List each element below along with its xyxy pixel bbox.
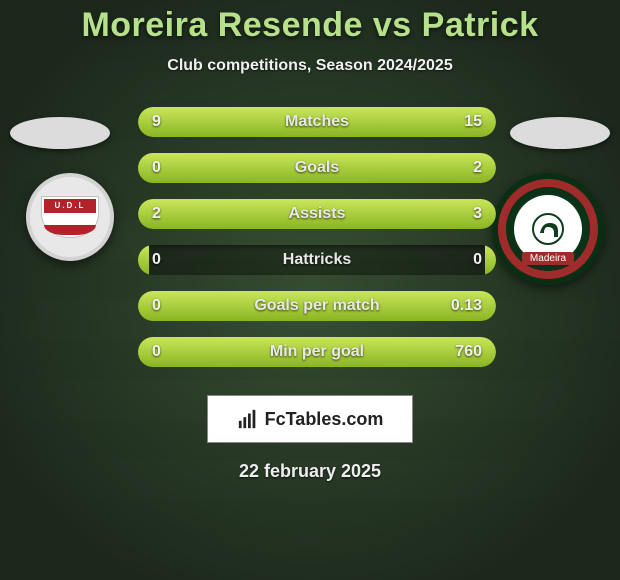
comparison-area: U.D.L Madeira 9 15 Matches 0 2 Goals 2 3 Assists… xyxy=(0,107,620,387)
bar-fill-left xyxy=(138,291,149,321)
chart-icon xyxy=(237,408,259,430)
stat-label: Matches xyxy=(285,113,349,131)
stat-value-left: 0 xyxy=(152,251,161,269)
source-label: FcTables.com xyxy=(265,409,384,430)
stat-value-right: 0.13 xyxy=(451,297,482,315)
stat-value-left: 0 xyxy=(152,343,161,361)
date-label: 22 february 2025 xyxy=(0,461,620,482)
stat-value-right: 3 xyxy=(473,205,482,223)
page-title: Moreira Resende vs Patrick xyxy=(0,0,620,45)
stat-label: Hattricks xyxy=(283,251,351,269)
badge-left-text: U.D.L xyxy=(44,199,96,213)
stat-value-left: 0 xyxy=(152,297,161,315)
bar-fill-left xyxy=(138,337,149,367)
stat-value-left: 9 xyxy=(152,113,161,131)
stat-row: 0 0.13 Goals per match xyxy=(138,291,496,321)
stat-row: 9 15 Matches xyxy=(138,107,496,137)
stat-value-left: 2 xyxy=(152,205,161,223)
stat-row: 0 0 Hattricks xyxy=(138,245,496,275)
bar-fill-right xyxy=(485,245,496,275)
shield-icon: U.D.L xyxy=(41,196,99,238)
stat-row: 0 2 Goals xyxy=(138,153,496,183)
page-subtitle: Club competitions, Season 2024/2025 xyxy=(0,57,620,75)
stat-value-right: 760 xyxy=(455,343,482,361)
stat-value-right: 0 xyxy=(473,251,482,269)
stat-value-right: 15 xyxy=(464,113,482,131)
team-badge-right: Madeira xyxy=(492,173,604,285)
stat-row: 0 760 Min per goal xyxy=(138,337,496,367)
stat-label: Goals per match xyxy=(254,297,379,315)
player-photo-right xyxy=(510,117,610,149)
stat-value-right: 2 xyxy=(473,159,482,177)
stat-label: Goals xyxy=(295,159,339,177)
stat-value-left: 0 xyxy=(152,159,161,177)
wheel-icon: Madeira xyxy=(498,179,598,279)
bar-fill-left xyxy=(138,245,149,275)
stat-label: Min per goal xyxy=(270,343,364,361)
stat-row: 2 3 Assists xyxy=(138,199,496,229)
source-badge: FcTables.com xyxy=(207,395,413,443)
player-photo-left xyxy=(10,117,110,149)
badge-right-text: Madeira xyxy=(522,252,574,265)
stat-bars: 9 15 Matches 0 2 Goals 2 3 Assists 0 0 Hattricks 0 0.… xyxy=(124,107,496,367)
bar-fill-left xyxy=(138,153,149,183)
stat-label: Assists xyxy=(289,205,346,223)
team-badge-left: U.D.L xyxy=(26,173,114,261)
